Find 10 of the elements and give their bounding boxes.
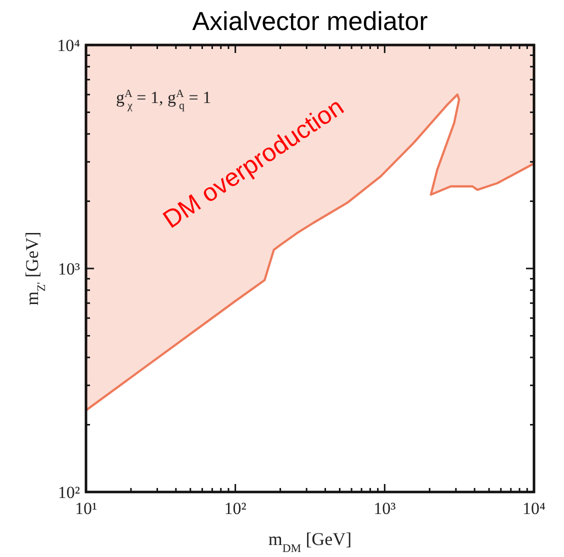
x-tick-label: 10⁴ (522, 499, 546, 518)
x-tick-label: 10¹ (74, 499, 98, 518)
x-tick-label: 10³ (374, 499, 396, 518)
y-tick-label: 10³ (58, 260, 80, 278)
annotation: g$^{A}$$_{χ}$ = 1, g$^{A}$$_{q}$ = 1 (116, 88, 212, 112)
x-tick-label: 10² (224, 499, 246, 518)
y-tick-label: 10⁴ (57, 36, 80, 55)
y-tick-label: 10² (58, 483, 80, 502)
x-axis-title: m$_{DM}$ [GeV] (268, 529, 352, 554)
chart-title: Axialvector mediator (192, 6, 428, 36)
